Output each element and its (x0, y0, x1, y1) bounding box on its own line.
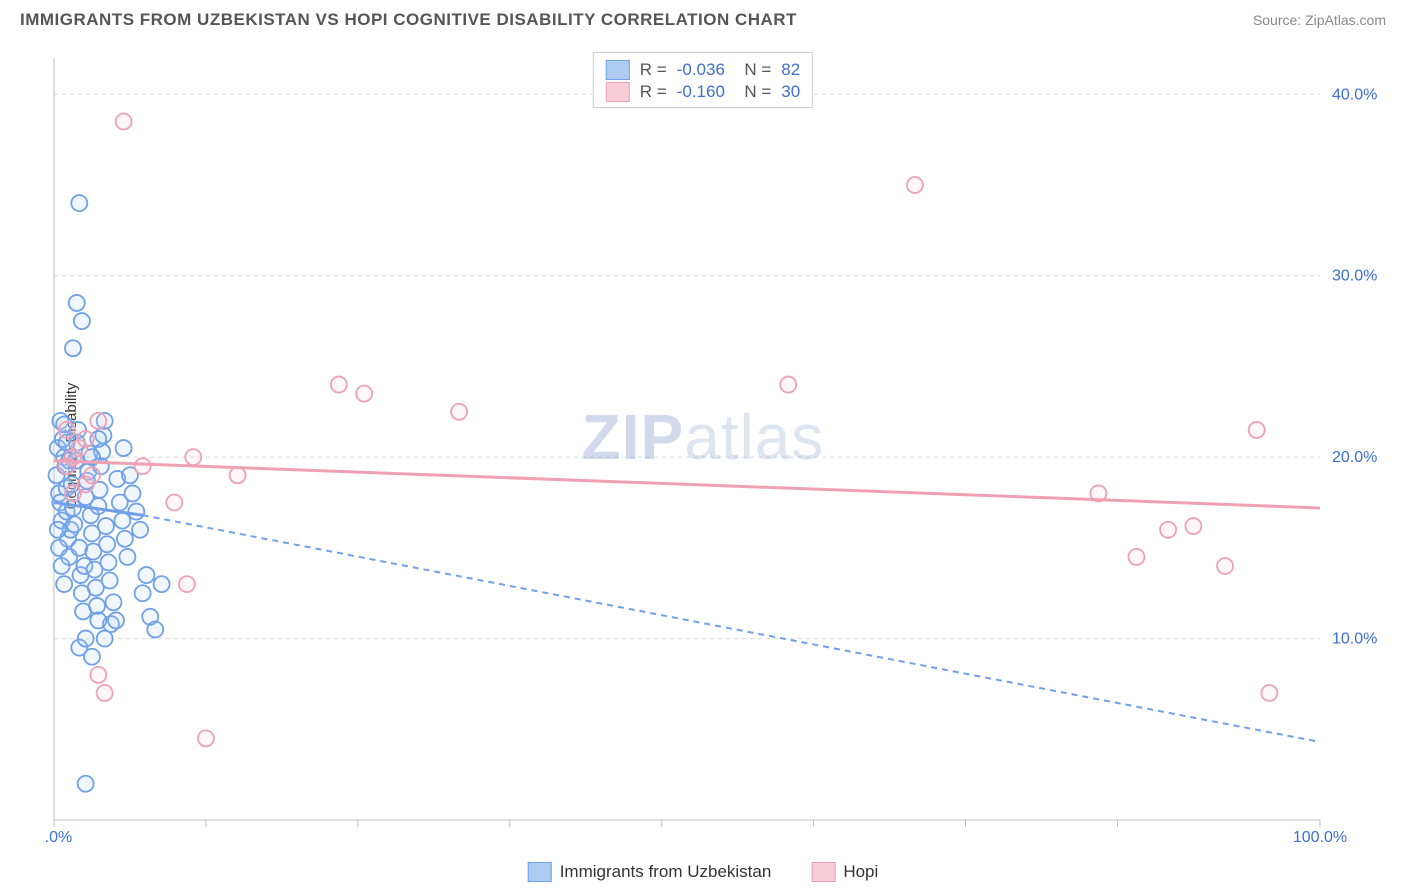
legend-swatch-icon (528, 862, 552, 882)
correlation-legend: R = -0.036 N = 82R = -0.160 N = 30 (593, 52, 813, 108)
source-link[interactable]: ZipAtlas.com (1305, 12, 1386, 28)
page-title: IMMIGRANTS FROM UZBEKISTAN VS HOPI COGNI… (20, 10, 797, 30)
data-point (1217, 558, 1233, 574)
data-point (90, 612, 106, 628)
data-point (89, 598, 105, 614)
y-tick-label: 40.0% (1332, 86, 1377, 103)
data-point (1128, 549, 1144, 565)
legend-row: R = -0.036 N = 82 (606, 59, 800, 81)
data-point (166, 495, 182, 511)
data-point (124, 485, 140, 501)
data-point (1160, 522, 1176, 538)
data-point (54, 558, 70, 574)
x-tick-label: 100.0% (1293, 829, 1347, 846)
data-point (90, 498, 106, 514)
y-tick-label: 30.0% (1332, 268, 1377, 285)
legend-swatch-icon (811, 862, 835, 882)
data-point (230, 467, 246, 483)
data-point (132, 522, 148, 538)
data-point (100, 554, 116, 570)
data-point (98, 518, 114, 534)
data-point (69, 295, 85, 311)
data-point (116, 114, 132, 130)
data-point (451, 404, 467, 420)
y-tick-label: 20.0% (1332, 449, 1377, 466)
data-point (128, 504, 144, 520)
data-point (84, 467, 100, 483)
data-point (331, 377, 347, 393)
data-point (78, 431, 94, 447)
data-point (135, 458, 151, 474)
data-point (97, 631, 113, 647)
data-point (138, 567, 154, 583)
source-label: Source: ZipAtlas.com (1253, 12, 1386, 28)
data-point (108, 612, 124, 628)
data-point (84, 649, 100, 665)
series-legend: Immigrants from Uzbekistan Hopi (528, 862, 879, 882)
trend-line-dashed (143, 515, 1320, 742)
data-point (59, 422, 75, 438)
data-point (78, 631, 94, 647)
legend-swatch-icon (606, 60, 630, 80)
scatter-chart: 10.0% 20.0% 30.0% 40.0% 0.0% 100.0% (46, 48, 1390, 846)
data-point (780, 377, 796, 393)
data-point (117, 531, 133, 547)
data-point (114, 513, 130, 529)
data-point (1261, 685, 1277, 701)
data-point (65, 340, 81, 356)
data-point (907, 177, 923, 193)
legend-item: Hopi (811, 862, 878, 882)
data-point (56, 576, 72, 592)
data-point (147, 622, 163, 638)
data-point (99, 536, 115, 552)
data-point (1249, 422, 1265, 438)
data-point (66, 516, 82, 532)
data-point (90, 413, 106, 429)
data-point (71, 195, 87, 211)
data-point (154, 576, 170, 592)
data-point (51, 540, 67, 556)
data-point (97, 685, 113, 701)
data-point (74, 313, 90, 329)
data-point (102, 573, 118, 589)
data-point (198, 730, 214, 746)
data-point (135, 585, 151, 601)
data-point (179, 576, 195, 592)
data-point (65, 485, 81, 501)
data-point (106, 594, 122, 610)
data-point (50, 522, 66, 538)
data-point (1185, 518, 1201, 534)
trend-line (54, 461, 1320, 508)
data-point (116, 440, 132, 456)
data-point (185, 449, 201, 465)
legend-item: Immigrants from Uzbekistan (528, 862, 772, 882)
data-point (119, 549, 135, 565)
data-point (78, 776, 94, 792)
legend-row: R = -0.160 N = 30 (606, 81, 800, 103)
data-point (90, 667, 106, 683)
legend-swatch-icon (606, 82, 630, 102)
x-tick-label: 0.0% (46, 829, 72, 846)
y-tick-label: 10.0% (1332, 631, 1377, 648)
data-point (356, 386, 372, 402)
